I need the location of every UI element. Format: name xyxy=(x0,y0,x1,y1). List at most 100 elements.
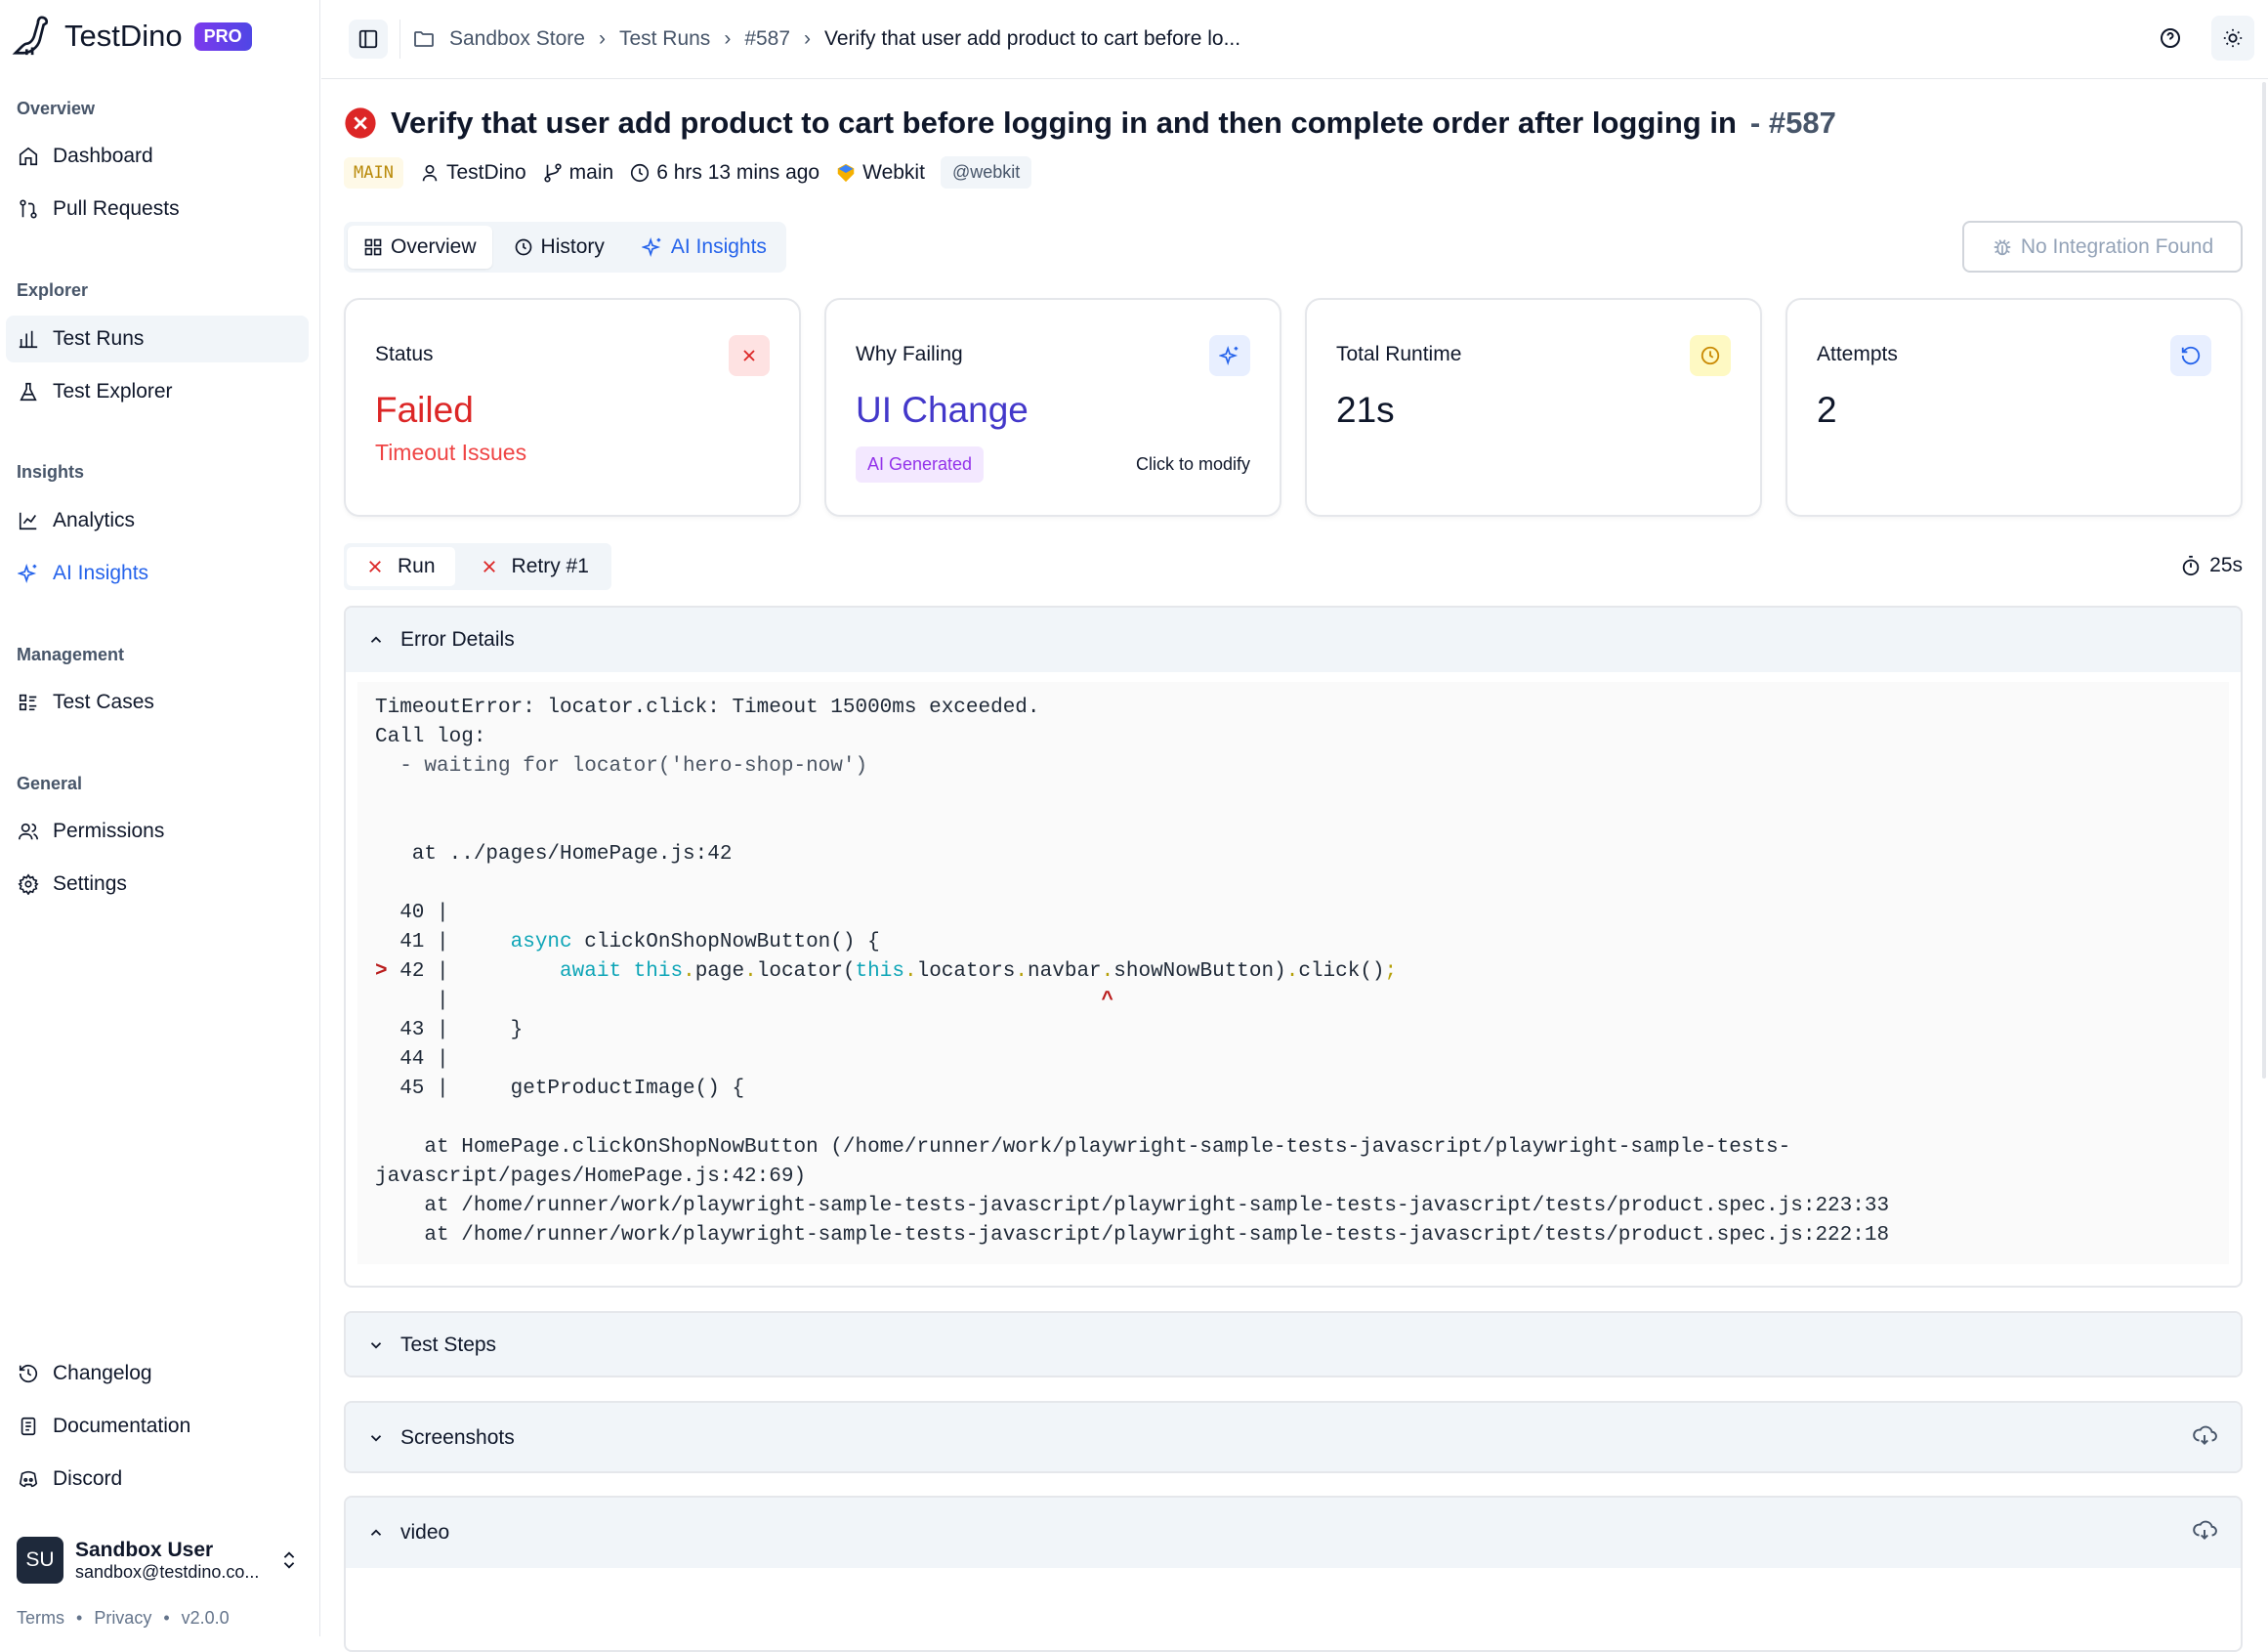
code-token: TimeoutError: locator.click: Timeout 150… xyxy=(375,697,1040,719)
sidebar-item-ai-insights[interactable]: AI Insights xyxy=(6,550,309,597)
sparkles-icon xyxy=(1219,346,1239,365)
error-details-header[interactable]: Error Details xyxy=(346,608,2241,672)
sidebar-item-test-explorer[interactable]: Test Explorer xyxy=(6,368,309,415)
code-token: at /home/runner/work/playwright-sample-t… xyxy=(375,1224,1890,1247)
code-line: > 42 | await this.page.locator(this.loca… xyxy=(375,957,2211,987)
status-value: Failed xyxy=(375,390,474,430)
sidebar: TestDino PRO Overview Dashboard Pull Req… xyxy=(0,0,320,1636)
terms-link[interactable]: Terms xyxy=(17,1608,64,1628)
test-meta: MAIN TestDino main 6 hrs 13 mins ago Web… xyxy=(344,156,1032,189)
code-token: 41 | xyxy=(375,931,511,953)
rotate-icon xyxy=(2181,346,2201,365)
code-line: at /home/runner/work/playwright-sample-t… xyxy=(375,1192,2211,1221)
chevron-down-icon xyxy=(370,1342,382,1349)
git-pull-request-icon xyxy=(20,199,37,219)
code-token: at ../pages/HomePage.js:42 xyxy=(375,843,733,866)
sidebar-item-documentation[interactable]: Documentation xyxy=(6,1403,309,1450)
video-header[interactable]: video xyxy=(346,1498,2241,1568)
card-label: Why Failing xyxy=(856,343,963,365)
code-token: . xyxy=(1285,960,1299,983)
scrollbar[interactable] xyxy=(2262,82,2266,1079)
sidebar-toggle-button[interactable] xyxy=(349,20,388,59)
error-code-block: TimeoutError: locator.click: Timeout 150… xyxy=(357,682,2229,1264)
tab-run[interactable]: Run xyxy=(347,547,455,586)
code-token: ; xyxy=(1384,960,1398,983)
sidebar-item-analytics[interactable]: Analytics xyxy=(6,497,309,544)
author: TestDino xyxy=(445,160,526,184)
run-number: - #587 xyxy=(1749,106,1836,140)
panel-title: Test Steps xyxy=(400,1334,497,1356)
sidebar-item-pull-requests[interactable]: Pull Requests xyxy=(6,186,309,233)
help-button[interactable] xyxy=(2149,16,2192,61)
user-icon xyxy=(422,164,438,181)
cloud-download-icon[interactable] xyxy=(2192,1422,2217,1448)
sidebar-item-label: Discord xyxy=(53,1467,123,1490)
sidebar-footer: Terms • Privacy • v2.0.0 xyxy=(17,1608,230,1629)
section-insights: Insights xyxy=(17,462,85,482)
flask-icon xyxy=(20,382,37,402)
breadcrumb-test-runs[interactable]: Test Runs xyxy=(618,27,711,50)
code-token: . xyxy=(903,960,917,983)
bar-chart-icon xyxy=(19,330,38,349)
timer-icon xyxy=(2182,555,2200,576)
code-token: navbar xyxy=(1028,960,1102,983)
sidebar-item-permissions[interactable]: Permissions xyxy=(6,808,309,855)
tab-ai-insights[interactable]: AI Insights xyxy=(626,226,782,269)
section-general: General xyxy=(17,774,83,793)
code-token: 40 | xyxy=(375,902,449,924)
code-line: javascript/pages/HomePage.js:42:69) xyxy=(375,1163,2211,1192)
cloud-download-icon[interactable] xyxy=(2192,1517,2217,1543)
sidebar-item-settings[interactable]: Settings xyxy=(6,861,309,908)
why-failing-card[interactable]: Why Failing UI Change AI Generated Click… xyxy=(824,298,1281,517)
sidebar-item-changelog[interactable]: Changelog xyxy=(6,1350,309,1397)
code-token: async xyxy=(510,931,572,953)
code-token: clickOnShopNowButton() { xyxy=(571,931,880,953)
code-token: 43 | } xyxy=(375,1019,524,1041)
logo[interactable]: TestDino PRO xyxy=(12,14,252,59)
sidebar-item-test-cases[interactable]: Test Cases xyxy=(6,679,309,726)
duration-value: 25s xyxy=(2209,554,2243,576)
clock-icon xyxy=(631,163,650,182)
no-integration-button[interactable]: No Integration Found xyxy=(1962,221,2243,273)
user-email: sandbox@testdino.co... xyxy=(75,1561,260,1582)
line-chart-icon xyxy=(19,512,37,530)
code-token: - waiting for locator('hero-shop-now') xyxy=(375,755,868,778)
chevron-up-icon xyxy=(370,1529,382,1536)
tab-history[interactable]: History xyxy=(498,226,620,269)
code-token: click() xyxy=(1298,960,1385,983)
sidebar-item-label: Dashboard xyxy=(53,145,153,167)
screenshots-header[interactable]: Screenshots xyxy=(346,1403,2241,1471)
sidebar-item-discord[interactable]: Discord xyxy=(6,1456,309,1503)
sidebar-item-test-runs[interactable]: Test Runs xyxy=(6,316,309,362)
breadcrumb-run[interactable]: #587 xyxy=(744,27,791,50)
code-token xyxy=(621,960,634,983)
test-steps-header[interactable]: Test Steps xyxy=(346,1313,2241,1376)
chevron-right-icon: › xyxy=(724,27,732,50)
code-token: . xyxy=(1101,960,1114,983)
code-line: | ^ xyxy=(375,987,2211,1016)
code-token: at HomePage.clickOnShopNowButton (/home/… xyxy=(375,1136,1791,1159)
code-line xyxy=(375,811,2211,840)
sparkles-icon xyxy=(641,237,661,257)
code-token: . xyxy=(1015,960,1029,983)
sidebar-item-label: AI Insights xyxy=(53,562,149,584)
click-to-modify[interactable]: Click to modify xyxy=(1135,454,1250,474)
privacy-link[interactable]: Privacy xyxy=(94,1608,152,1628)
breadcrumb-project[interactable]: Sandbox Store xyxy=(449,27,585,50)
branch-badge: MAIN xyxy=(344,156,403,189)
test-steps-panel: Test Steps xyxy=(344,1311,2243,1377)
x-icon xyxy=(483,561,495,572)
theme-toggle-button[interactable] xyxy=(2211,16,2254,61)
tab-overview[interactable]: Overview xyxy=(348,226,492,269)
panel-left-icon xyxy=(358,29,378,49)
sidebar-item-dashboard[interactable]: Dashboard xyxy=(6,133,309,180)
test-title: Verify that user add product to cart bef… xyxy=(391,106,1737,140)
error-details-panel: Error Details TimeoutError: locator.clic… xyxy=(344,606,2243,1288)
sidebar-item-label: Permissions xyxy=(53,820,165,842)
separator: • xyxy=(76,1608,83,1628)
user-menu[interactable]: SU Sandbox User sandbox@testdino.co... xyxy=(17,1537,300,1584)
tab-retry-1[interactable]: Retry #1 xyxy=(461,547,609,586)
webkit-icon xyxy=(837,163,855,182)
sidebar-item-label: Test Cases xyxy=(53,691,154,713)
view-tabs: Overview History AI Insights xyxy=(344,222,786,273)
